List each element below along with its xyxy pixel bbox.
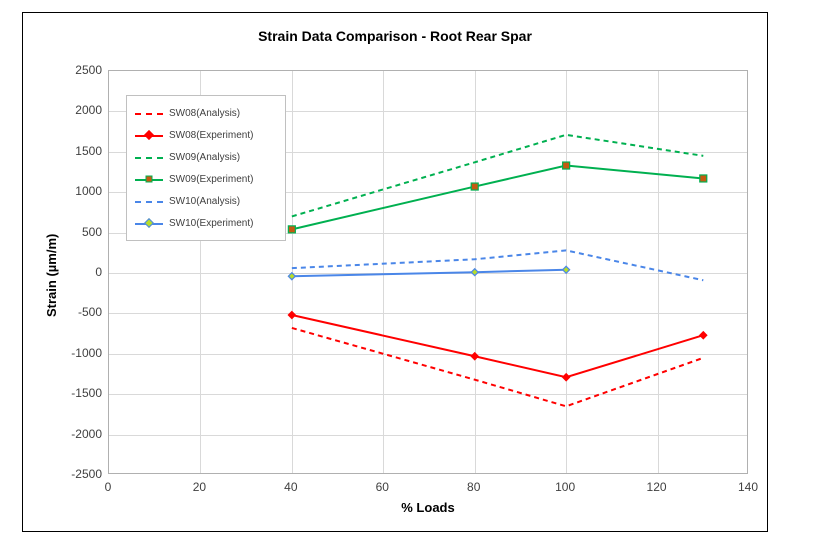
series-line-sw10_experiment bbox=[292, 270, 566, 276]
y-tick-label: -1000 bbox=[58, 346, 102, 360]
legend-item: SW10(Experiment) bbox=[135, 212, 277, 234]
data-marker bbox=[700, 175, 707, 182]
legend-swatch bbox=[135, 194, 163, 208]
data-marker bbox=[288, 273, 295, 280]
legend-label: SW08(Experiment) bbox=[169, 130, 253, 141]
y-tick-label: 2000 bbox=[58, 103, 102, 117]
data-marker bbox=[471, 353, 478, 360]
data-marker bbox=[563, 162, 570, 169]
chart-title: Strain Data Comparison - Root Rear Spar bbox=[22, 28, 768, 44]
data-marker bbox=[563, 266, 570, 273]
series-line-sw08_analysis bbox=[292, 328, 703, 406]
data-marker bbox=[288, 312, 295, 319]
data-marker bbox=[471, 269, 478, 276]
legend-swatch bbox=[135, 128, 163, 142]
legend-item: SW10(Analysis) bbox=[135, 190, 277, 212]
y-tick-label: 0 bbox=[58, 265, 102, 279]
y-tick-label: 1000 bbox=[58, 184, 102, 198]
x-tick-label: 120 bbox=[647, 480, 667, 494]
x-tick-label: 40 bbox=[284, 480, 297, 494]
x-tick-label: 140 bbox=[738, 480, 758, 494]
legend-item: SW09(Analysis) bbox=[135, 146, 277, 168]
x-tick-label: 20 bbox=[193, 480, 206, 494]
y-tick-label: -1500 bbox=[58, 386, 102, 400]
legend: SW08(Analysis) SW08(Experiment) SW09(Analy… bbox=[126, 95, 286, 241]
x-tick-label: 80 bbox=[467, 480, 480, 494]
legend-item: SW08(Experiment) bbox=[135, 124, 277, 146]
y-tick-label: 2500 bbox=[58, 63, 102, 77]
data-marker bbox=[563, 374, 570, 381]
data-marker bbox=[700, 332, 707, 339]
legend-swatch bbox=[135, 106, 163, 120]
x-axis-title: % Loads bbox=[108, 500, 748, 515]
legend-label: SW09(Experiment) bbox=[169, 174, 253, 185]
data-marker bbox=[471, 183, 478, 190]
y-tick-label: -2500 bbox=[58, 467, 102, 481]
x-tick-label: 0 bbox=[105, 480, 112, 494]
legend-item: SW08(Analysis) bbox=[135, 102, 277, 124]
series-line-sw09_analysis bbox=[292, 135, 703, 217]
legend-swatch bbox=[135, 150, 163, 164]
legend-label: SW09(Analysis) bbox=[169, 152, 240, 163]
legend-label: SW10(Analysis) bbox=[169, 196, 240, 207]
legend-label: SW10(Experiment) bbox=[169, 218, 253, 229]
y-axis-title: Strain (µm/m) bbox=[44, 234, 59, 317]
legend-swatch bbox=[135, 216, 163, 230]
data-marker bbox=[288, 226, 295, 233]
y-tick-label: 500 bbox=[58, 225, 102, 239]
y-tick-label: 1500 bbox=[58, 144, 102, 158]
y-tick-label: -500 bbox=[58, 305, 102, 319]
y-tick-label: -2000 bbox=[58, 427, 102, 441]
legend-label: SW08(Analysis) bbox=[169, 108, 240, 119]
x-tick-label: 60 bbox=[376, 480, 389, 494]
x-tick-label: 100 bbox=[555, 480, 575, 494]
legend-item: SW09(Experiment) bbox=[135, 168, 277, 190]
legend-swatch bbox=[135, 172, 163, 186]
